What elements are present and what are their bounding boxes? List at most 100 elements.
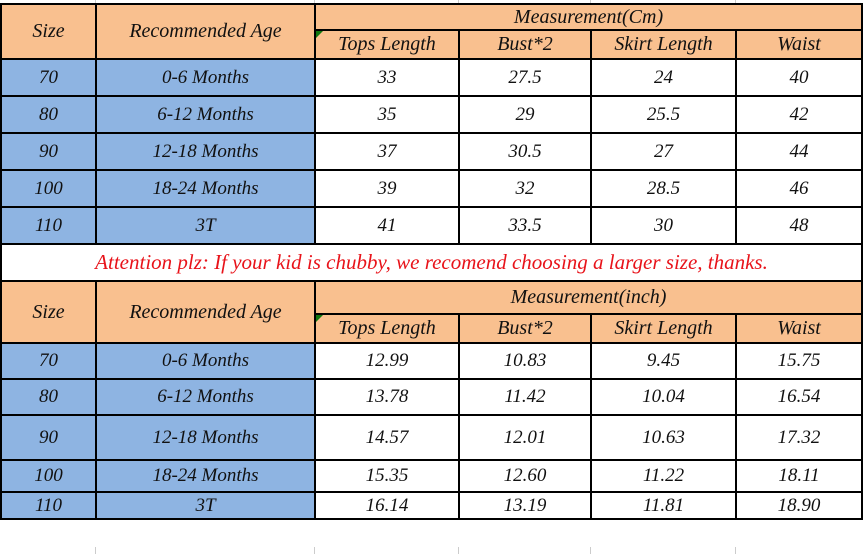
table-row: 100 18-24 Months 15.35 12.60 11.22 18.11 [0,459,863,493]
value-cell: 12.99 [314,342,460,380]
inch-tops-length-label: Tops Length [338,317,436,339]
comment-marker-icon [317,32,323,38]
attention-note: Attention plz: If your kid is chubby, we… [0,243,863,282]
value-cell: 10.04 [590,378,737,416]
cm-tops-length-label: Tops Length [338,33,436,55]
value-cell: 15.35 [314,459,460,493]
gridline-stub [458,0,459,3]
value-cell: 27 [590,132,737,171]
value-cell: 30.5 [458,132,592,171]
size-cell: 100 [0,459,97,493]
value-cell: 44 [734,132,863,171]
size-chart-table: Size Recommended Age Measurement(Cm) Top… [0,3,863,520]
table-row: 110 3T 16.14 13.19 11.81 18.90 [0,491,863,520]
value-cell: 10.83 [458,342,592,380]
gridline-stub [314,547,315,554]
value-cell: 14.57 [314,414,460,461]
inch-size-header: Size [0,280,97,344]
inch-header-row-1: Size Recommended Age Measurement(inch) [0,280,863,344]
cm-header-row-2: Tops Length Bust*2 Skirt Length Waist [1,29,863,60]
gridline-stub [314,0,315,3]
value-cell: 18.11 [734,459,863,493]
inch-measurement-group-header: Measurement(inch) [313,280,863,315]
value-cell: 11.42 [458,378,592,416]
gridline-stub [590,547,591,554]
value-cell: 11.81 [590,491,737,520]
value-cell: 41 [314,206,460,245]
age-cell: 6-12 Months [95,378,316,416]
table-row: 70 0-6 Months 33 27.5 24 40 [0,58,863,97]
age-cell: 3T [95,206,316,245]
value-cell: 33.5 [458,206,592,245]
attention-row: Attention plz: If your kid is chubby, we… [0,243,863,282]
cm-age-header: Recommended Age [95,3,316,60]
value-cell: 16.54 [734,378,863,416]
cm-bust-header: Bust*2 [458,29,592,60]
value-cell: 13.78 [314,378,460,416]
table-row: 100 18-24 Months 39 32 28.5 46 [0,169,863,208]
size-cell: 70 [0,342,97,380]
value-cell: 27.5 [458,58,592,97]
value-cell: 40 [734,58,863,97]
value-cell: 24 [590,58,737,97]
value-cell: 10.63 [590,414,737,461]
value-cell: 46 [734,169,863,208]
inch-waist-header: Waist [734,313,863,344]
value-cell: 35 [314,95,460,134]
comment-marker-icon [317,316,323,322]
value-cell: 12.01 [458,414,592,461]
table-row: 70 0-6 Months 12.99 10.83 9.45 15.75 [0,342,863,380]
age-cell: 6-12 Months [95,95,316,134]
value-cell: 17.32 [734,414,863,461]
value-cell: 18.90 [734,491,863,520]
gridline-stub [95,547,96,554]
value-cell: 16.14 [314,491,460,520]
value-cell: 33 [314,58,460,97]
age-cell: 0-6 Months [95,58,316,97]
size-cell: 80 [0,95,97,134]
value-cell: 37 [314,132,460,171]
value-cell: 30 [590,206,737,245]
inch-bust-header: Bust*2 [458,313,592,344]
value-cell: 29 [458,95,592,134]
size-cell: 70 [0,58,97,97]
table-row: 90 12-18 Months 37 30.5 27 44 [0,132,863,171]
value-cell: 11.22 [590,459,737,493]
value-cell: 15.75 [734,342,863,380]
age-cell: 12-18 Months [95,132,316,171]
table-row: 90 12-18 Months 14.57 12.01 10.63 17.32 [0,414,863,461]
gridline-stub [95,0,96,3]
size-cell: 110 [0,491,97,520]
table-row: 80 6-12 Months 35 29 25.5 42 [0,95,863,134]
gridline-stub [735,547,736,554]
gridline-stub [735,0,736,3]
inch-age-header: Recommended Age [95,280,316,344]
value-cell: 28.5 [590,169,737,208]
age-cell: 3T [95,491,316,520]
cm-measurement-group-header: Measurement(Cm) [313,3,863,31]
value-cell: 48 [734,206,863,245]
size-cell: 90 [0,132,97,171]
inch-skirt-length-header: Skirt Length [590,313,737,344]
value-cell: 12.60 [458,459,592,493]
value-cell: 13.19 [458,491,592,520]
size-cell: 100 [0,169,97,208]
size-cell: 110 [0,206,97,245]
gridline-stub [458,547,459,554]
age-cell: 18-24 Months [95,169,316,208]
table-row: 110 3T 41 33.5 30 48 [0,206,863,245]
gridline-stub [590,0,591,3]
value-cell: 39 [314,169,460,208]
cm-waist-header: Waist [734,29,863,60]
value-cell: 32 [458,169,592,208]
inch-tops-length-header: Tops Length [314,313,460,344]
size-cell: 80 [0,378,97,416]
value-cell: 42 [734,95,863,134]
cm-tops-length-header: Tops Length [314,29,460,60]
value-cell: 25.5 [590,95,737,134]
table-row: 80 6-12 Months 13.78 11.42 10.04 16.54 [0,378,863,416]
cm-size-header: Size [0,3,97,60]
age-cell: 18-24 Months [95,459,316,493]
cm-header-row-1: Size Recommended Age Measurement(Cm) [0,3,863,60]
